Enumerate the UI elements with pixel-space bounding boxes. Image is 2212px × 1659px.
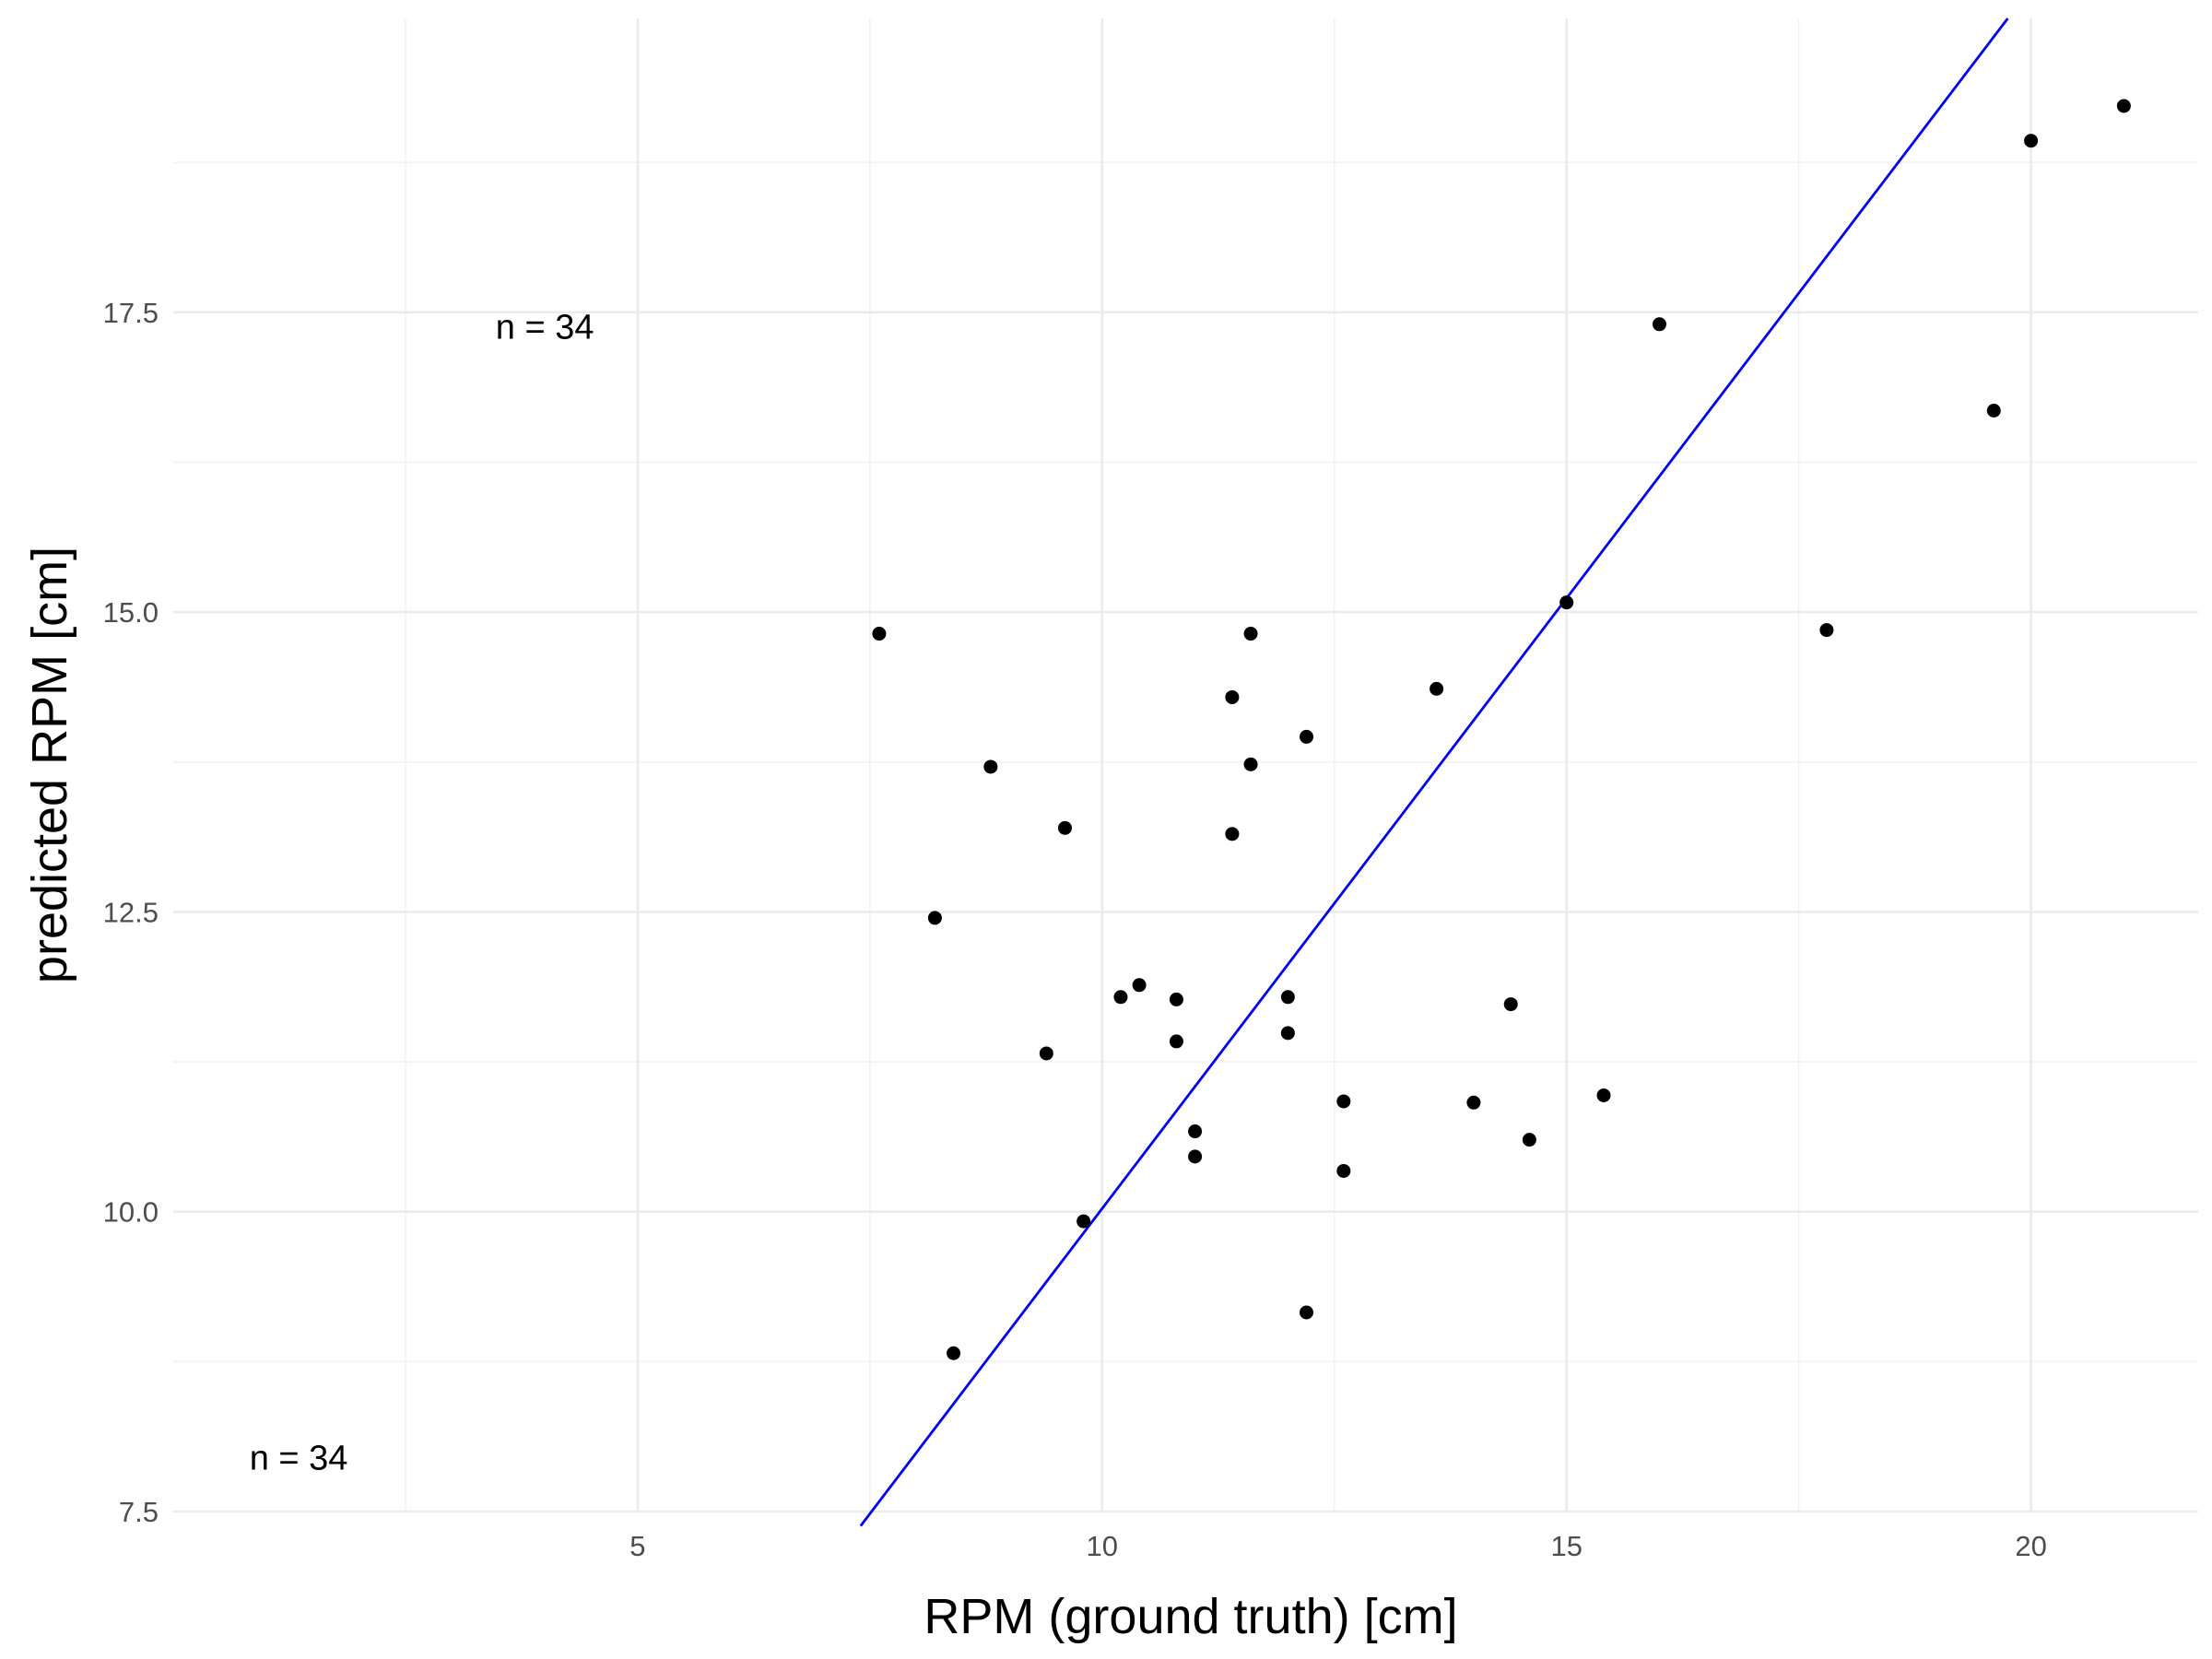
data-point — [1039, 1046, 1053, 1061]
data-point — [1243, 757, 1258, 771]
data-point — [1336, 1163, 1351, 1178]
x-tick-label: 20 — [2015, 1530, 2046, 1562]
data-point — [1169, 1034, 1183, 1049]
x-tick-label: 15 — [1550, 1530, 1582, 1562]
y-tick-label: 15.0 — [103, 596, 159, 629]
x-tick-label: 5 — [629, 1530, 645, 1562]
y-tick-label: 10.0 — [103, 1196, 159, 1229]
x-tick-label: 10 — [1087, 1530, 1118, 1562]
data-point — [1559, 595, 1574, 610]
major-gridlines — [173, 18, 2198, 1513]
data-point — [1652, 317, 1666, 332]
fit-line — [859, 18, 2009, 1527]
data-point — [1300, 1305, 1314, 1320]
y-axis-tick-labels: 7.5 10.0 12.5 15.0 17.5 — [103, 297, 159, 1528]
count-annotation: n = 34 — [250, 1439, 348, 1477]
data-point — [1336, 1094, 1351, 1109]
data-point — [1243, 627, 1258, 641]
data-point — [1225, 827, 1240, 841]
y-tick-label: 12.5 — [103, 896, 159, 928]
x-axis-tick-labels: 5 10 15 20 — [629, 1530, 2047, 1562]
annotations: n = 34 n = 34 — [250, 308, 594, 1477]
data-point — [1596, 1088, 1611, 1102]
y-axis-title: predicted RPM [cm] — [22, 547, 77, 983]
data-point — [1077, 1214, 1091, 1229]
data-point — [1132, 978, 1147, 993]
data-points — [872, 99, 2131, 1360]
data-point — [1300, 729, 1314, 744]
data-point — [2024, 134, 2039, 148]
x-axis-title: RPM (ground truth) [cm] — [924, 1589, 1457, 1644]
fit-line-layer — [859, 18, 2009, 1527]
data-point — [1188, 1124, 1203, 1139]
data-point — [1280, 990, 1295, 1005]
data-point — [1057, 820, 1072, 835]
data-point — [1225, 689, 1240, 704]
data-point — [1113, 990, 1128, 1005]
data-point — [1522, 1133, 1536, 1147]
data-point — [1280, 1026, 1295, 1041]
data-point — [947, 1346, 961, 1360]
data-point — [872, 627, 887, 641]
data-point — [1503, 997, 1518, 1012]
data-point — [1986, 403, 2001, 418]
data-point — [1188, 1149, 1203, 1164]
y-tick-label: 7.5 — [119, 1496, 159, 1528]
data-point — [983, 759, 998, 774]
data-point — [1819, 623, 1834, 638]
data-point — [2116, 99, 2131, 113]
data-point — [1466, 1095, 1481, 1110]
y-tick-label: 17.5 — [103, 297, 159, 329]
minor-gridlines — [173, 18, 2198, 1512]
data-point — [927, 911, 942, 925]
data-point — [1169, 992, 1183, 1006]
data-point — [1430, 681, 1444, 696]
count-annotation: n = 34 — [496, 308, 594, 347]
